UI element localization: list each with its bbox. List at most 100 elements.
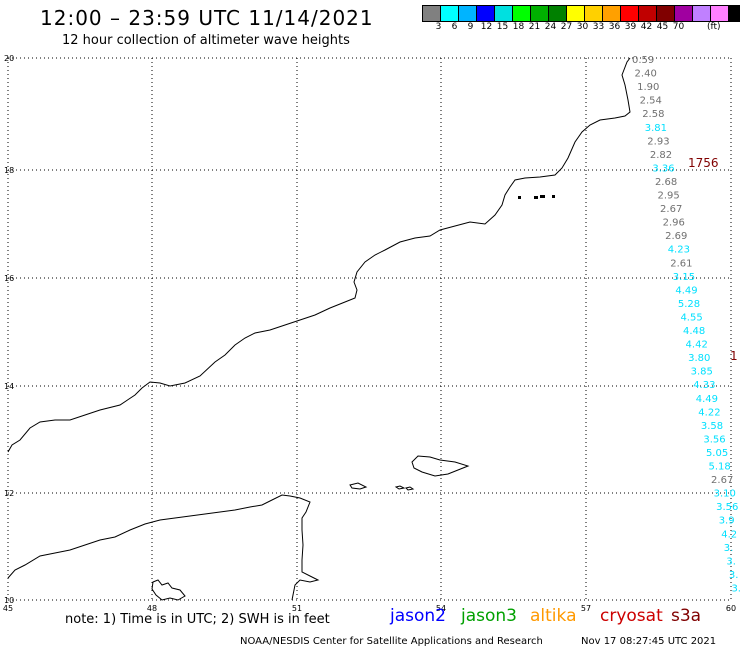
- scale-label: 24: [544, 22, 557, 32]
- satellite-jason3: jason3: [461, 606, 517, 626]
- color-scale-bar: [422, 5, 740, 22]
- swh-value: 4.23: [668, 245, 690, 256]
- swh-value: 3.15: [673, 272, 695, 283]
- swh-value: 4.33: [693, 380, 715, 391]
- scale-unit: (ft): [707, 22, 721, 32]
- swh-value: 4.49: [696, 394, 718, 405]
- scale-label: 30: [576, 22, 589, 32]
- scale-swatch: [728, 5, 740, 22]
- satellite-jason2: jason2: [390, 606, 446, 626]
- scale-label: 6: [451, 22, 458, 32]
- scale-label: 33: [592, 22, 605, 32]
- island-small-3: [405, 486, 415, 491]
- swh-value: 2.69: [665, 231, 687, 242]
- islet: [534, 196, 538, 199]
- y-tick-label: 18: [4, 166, 14, 175]
- swh-value: 0.59: [632, 55, 654, 66]
- pass-time-label-edge: 1: [730, 349, 738, 363]
- swh-value: 2.68: [655, 177, 677, 188]
- island-small-2: [394, 485, 406, 490]
- y-tick-label: 12: [4, 489, 14, 498]
- swh-value: 3.36: [652, 163, 674, 174]
- y-tick-label: 10: [4, 596, 14, 605]
- satellite-s3a: s3a: [671, 606, 702, 626]
- x-tick-label: 60: [726, 604, 736, 613]
- grid-lines: [7, 57, 732, 601]
- satellite-cryosat: cryosat: [600, 606, 663, 626]
- x-tick-label: 48: [147, 604, 157, 613]
- scale-label: 9: [467, 22, 474, 32]
- swh-value: 4.42: [686, 340, 708, 351]
- swh-value: 2.67: [711, 475, 733, 486]
- swh-value: 2.61: [670, 258, 692, 269]
- scale-label: 12: [480, 22, 493, 32]
- island-cluster: [151, 579, 186, 601]
- x-tick-label: 45: [3, 604, 13, 613]
- scale-label: 3: [435, 22, 442, 32]
- swh-value: 4.55: [680, 312, 702, 323]
- satellite-track-values: 0.59 2.40 1.90 2.54 2.58 3.81 2.93 2.82 3.36 2.68…: [632, 55, 740, 594]
- coastline-main: [7, 57, 631, 453]
- pass-time-label: 1756: [688, 156, 719, 170]
- scale-label: 70: [672, 22, 685, 32]
- swh-value: 5.28: [678, 299, 700, 310]
- x-tick-label: 54: [436, 604, 446, 613]
- scale-label: 36: [608, 22, 621, 32]
- swh-value: 3.56: [703, 434, 725, 445]
- swh-value: 3.85: [691, 367, 713, 378]
- swh-value: 5.18: [709, 462, 731, 473]
- y-tick-label: 20: [4, 54, 14, 63]
- axis-tick-labels: 45 48 51 54 57 60 20 18 16 14 12 10: [3, 54, 736, 613]
- swh-value: 3.: [724, 543, 734, 554]
- swh-value: 2.58: [642, 109, 664, 120]
- x-tick-label: 57: [581, 604, 591, 613]
- swh-value: 3.10: [714, 489, 736, 500]
- islet: [540, 195, 545, 198]
- swh-value: 3.80: [688, 353, 710, 364]
- x-tick-label: 51: [292, 604, 302, 613]
- footer-credit: NOAA/NESDIS Center for Satellite Applica…: [240, 636, 543, 647]
- scale-label: 39: [624, 22, 637, 32]
- y-tick-label: 14: [4, 382, 14, 391]
- swh-value: 3.81: [645, 123, 667, 134]
- scale-label: 18: [512, 22, 525, 32]
- scale-label: 15: [496, 22, 509, 32]
- map-subtitle: 12 hour collection of altimeter wave hei…: [62, 33, 350, 48]
- swh-value: 2.54: [640, 96, 662, 107]
- swh-value: 2.95: [658, 191, 680, 202]
- swh-value: 3.56: [716, 502, 738, 513]
- swh-value: 4.2: [721, 529, 737, 540]
- swh-value: 2.96: [663, 218, 685, 229]
- scale-label: 42: [640, 22, 653, 32]
- satellite-altika: altika: [530, 606, 577, 626]
- swh-value: 3.: [729, 570, 739, 581]
- swh-value: 2.67: [660, 204, 682, 215]
- island-small-1: [349, 482, 368, 490]
- coastline-south: [7, 494, 320, 601]
- islet: [552, 195, 555, 198]
- scale-label: 45: [656, 22, 669, 32]
- y-tick-label: 16: [4, 274, 14, 283]
- footer-timestamp: Nov 17 08:27:45 UTC 2021: [581, 636, 717, 647]
- swh-value: 3.: [731, 583, 740, 594]
- scale-label: 27: [560, 22, 573, 32]
- units-note: note: 1) Time is in UTC; 2) SWH is in fe…: [65, 612, 330, 627]
- swh-value: 3.58: [701, 421, 723, 432]
- islet: [518, 196, 521, 199]
- coastline: [7, 57, 631, 601]
- scale-label: 21: [528, 22, 541, 32]
- islets: [518, 195, 555, 199]
- swh-value: 4.22: [698, 407, 720, 418]
- swh-value: 2.93: [647, 136, 669, 147]
- swh-value: 1.90: [637, 82, 659, 93]
- map-title: 12:00 – 23:59 UTC 11/14/2021: [40, 6, 374, 30]
- swh-value: 3.: [726, 556, 736, 567]
- swh-value: 4.48: [683, 326, 705, 337]
- swh-value: 3.9: [719, 516, 735, 527]
- swh-value: 4.49: [675, 285, 697, 296]
- swh-value: 2.82: [650, 150, 672, 161]
- island-large: [411, 455, 470, 477]
- swh-value: 2.40: [635, 69, 657, 80]
